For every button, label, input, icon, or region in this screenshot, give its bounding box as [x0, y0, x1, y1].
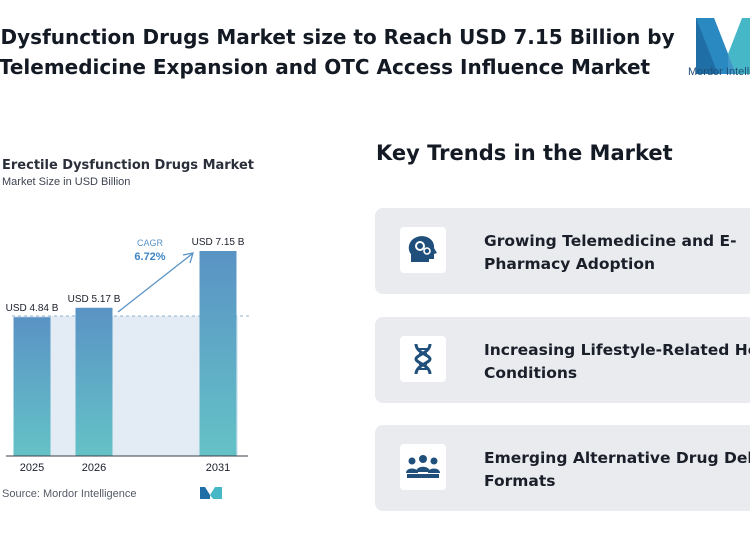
trend-line-2: Pharmacy Adoption [484, 255, 656, 273]
dna-icon [400, 336, 446, 382]
headline: e Dysfunction Drugs Market size to Reach… [0, 22, 675, 82]
trend-line-1: Emerging Alternative Drug Deli [484, 449, 750, 467]
data-label-2026: USD 5.17 B [68, 294, 121, 305]
cagr-value: 6.72% [134, 251, 165, 263]
trend-text: Increasing Lifestyle-Related He Conditio… [484, 339, 750, 385]
trend-text: Emerging Alternative Drug Deli Formats [484, 447, 750, 493]
x-tick-2026: 2026 [82, 462, 106, 474]
cagr-label: CAGR [137, 238, 164, 248]
trend-line-2: Formats [484, 472, 556, 490]
trend-text: Growing Telemedicine and E- Pharmacy Ado… [484, 230, 750, 276]
trends-title: Key Trends in the Market [376, 141, 673, 165]
headline-line-2: s Telemedicine Expansion and OTC Access … [0, 55, 651, 79]
trend-line-1: Growing Telemedicine and E- [484, 232, 737, 250]
bar-2025 [13, 317, 51, 456]
logo-text: Mordor Intelli [688, 66, 750, 78]
trend-card-telemedicine: Growing Telemedicine and E- Pharmacy Ado… [375, 208, 750, 294]
bar-2031 [199, 251, 237, 456]
trend-card-lifestyle: Increasing Lifestyle-Related He Conditio… [375, 317, 750, 403]
trend-line-2: Conditions [484, 364, 578, 382]
mini-logo-icon [200, 487, 222, 499]
group-people-icon [400, 444, 446, 490]
market-chart: USD 4.84 B 2025 USD 5.17 B 2026 USD 7.15 B 20… [6, 237, 250, 474]
mordor-logo-icon [696, 18, 750, 74]
trend-card-drug-delivery: Emerging Alternative Drug Deli Formats [375, 425, 750, 511]
chart-subtitle: Market Size in USD Billion [2, 176, 131, 188]
cagr-arrowhead [182, 252, 194, 264]
trend-line-1: Increasing Lifestyle-Related He [484, 341, 750, 359]
x-tick-2031: 2031 [206, 462, 230, 474]
cagr-annotation: CAGR 6.72% [117, 238, 194, 313]
headline-line-1: e Dysfunction Drugs Market size to Reach… [0, 25, 675, 49]
cagr-arrow-line [117, 253, 193, 313]
head-gears-icon [400, 227, 446, 273]
data-label-2031: USD 7.15 B [192, 237, 245, 248]
bar-2026 [75, 307, 113, 456]
chart-title: Erectile Dysfunction Drugs Market [2, 158, 255, 173]
chart-source: Source: Mordor Intelligence [2, 488, 137, 500]
x-tick-2025: 2025 [20, 462, 44, 474]
data-label-2025: USD 4.84 B [6, 303, 59, 314]
